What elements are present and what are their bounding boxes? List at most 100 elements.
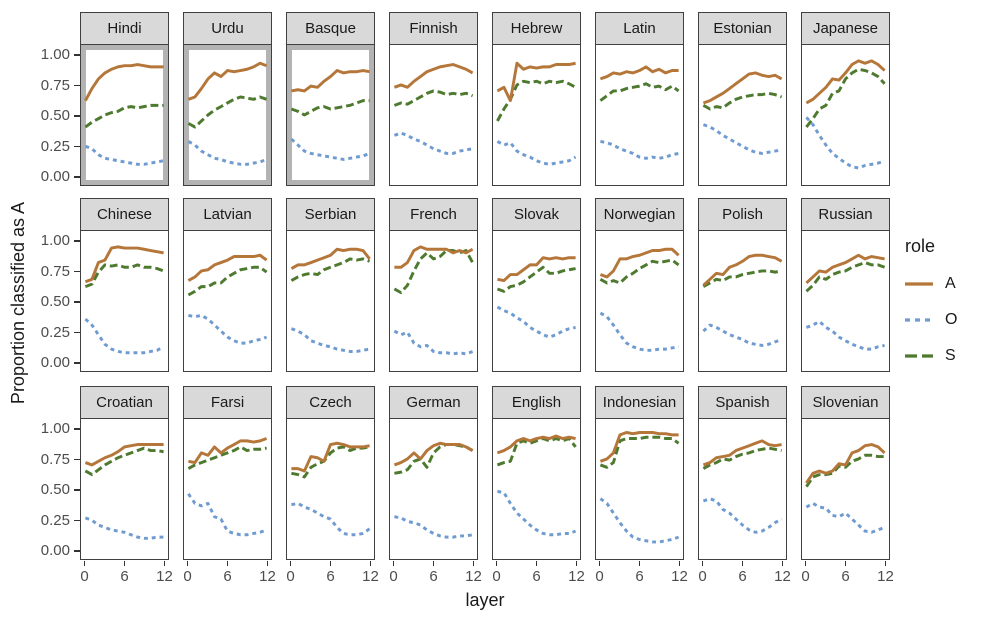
x-tick-label: 0 bbox=[286, 568, 295, 585]
y-tick-mark bbox=[74, 270, 80, 273]
facet-header: Croatian bbox=[80, 386, 169, 419]
x-tick-label: 6 bbox=[841, 568, 850, 585]
series-s-line bbox=[702, 91, 783, 110]
facet-plot bbox=[698, 417, 787, 560]
x-tick-mark bbox=[472, 561, 475, 566]
facet-plot bbox=[389, 229, 478, 372]
y-tick-label: 0.25 bbox=[40, 137, 70, 155]
x-tick-mark bbox=[701, 561, 704, 566]
facet-spanish: Spanish bbox=[698, 386, 787, 560]
series-s-line bbox=[496, 436, 577, 466]
series-o-line bbox=[84, 144, 164, 166]
series-s-line bbox=[805, 453, 885, 487]
x-tick-label: 6 bbox=[635, 568, 644, 585]
facet-header: Basque bbox=[286, 12, 375, 45]
series-a-line bbox=[187, 61, 268, 101]
x-tick-mark bbox=[226, 561, 229, 566]
series-a-line bbox=[599, 247, 680, 278]
y-tick-label: 0.25 bbox=[40, 511, 70, 529]
y-tick-mark bbox=[74, 176, 80, 178]
facet-japanese: Japanese bbox=[801, 12, 890, 186]
y-tick-label: 1.00 bbox=[40, 46, 70, 63]
series-s-line bbox=[291, 444, 370, 478]
series-a-line bbox=[496, 61, 576, 102]
facet-header: Farsi bbox=[183, 386, 272, 419]
series-s-line bbox=[84, 446, 164, 476]
series-a-line bbox=[290, 247, 371, 270]
y-tick-label: 0.25 bbox=[40, 323, 70, 341]
facet-polish: Polish bbox=[698, 198, 787, 372]
y-tick-label: 0.75 bbox=[40, 76, 70, 94]
x-tick-label: 12 bbox=[465, 568, 482, 585]
facet-header: Japanese bbox=[801, 12, 890, 45]
x-tick-label: 0 bbox=[801, 568, 810, 585]
series-o-line bbox=[188, 313, 268, 345]
facet-header: Serbian bbox=[286, 198, 375, 231]
series-o-line bbox=[84, 317, 165, 354]
series-o-line bbox=[393, 131, 473, 155]
facet-header: Spanish bbox=[698, 386, 787, 419]
facet-header: Slovenian bbox=[801, 386, 890, 419]
y-tick-mark bbox=[74, 145, 80, 148]
x-tick-mark bbox=[884, 561, 887, 566]
facet-header: Czech bbox=[286, 386, 375, 419]
series-s-line bbox=[393, 88, 474, 107]
facet-plot bbox=[698, 229, 787, 372]
x-tick-label: 6 bbox=[738, 568, 747, 585]
series-a-line bbox=[599, 64, 679, 80]
series-s-line bbox=[393, 248, 474, 294]
facet-plot bbox=[595, 43, 684, 186]
legend-label: A bbox=[945, 275, 956, 292]
facet-plot bbox=[80, 229, 169, 372]
series-a-line bbox=[291, 441, 370, 472]
facet-plot bbox=[286, 417, 375, 560]
legend-item-S: S bbox=[905, 347, 957, 365]
legend-label: S bbox=[945, 347, 956, 364]
x-tick-mark bbox=[598, 561, 601, 566]
facet-hebrew: Hebrew bbox=[492, 12, 581, 186]
series-o-line bbox=[394, 514, 473, 539]
facet-plot bbox=[183, 43, 272, 186]
legend-label: O bbox=[945, 311, 958, 328]
x-tick-label: 12 bbox=[877, 568, 894, 585]
series-s-line bbox=[290, 98, 370, 116]
series-o-line bbox=[496, 305, 576, 339]
series-o-line bbox=[187, 492, 268, 536]
x-tick-label: 0 bbox=[389, 568, 398, 585]
series-a-line bbox=[497, 255, 576, 282]
series-s-line bbox=[805, 260, 886, 292]
series-o-line bbox=[290, 326, 370, 353]
x-tick-mark bbox=[638, 561, 641, 566]
x-axis-title: layer bbox=[465, 590, 505, 610]
x-tick-mark bbox=[575, 561, 578, 566]
y-tick-mark bbox=[74, 458, 80, 461]
y-tick-label: 1.00 bbox=[40, 420, 70, 437]
facet-norwegian: Norwegian bbox=[595, 198, 684, 372]
x-tick-mark bbox=[329, 561, 332, 566]
y-tick-mark bbox=[74, 519, 80, 522]
x-tick-mark bbox=[741, 561, 744, 566]
facet-header: Estonian bbox=[698, 12, 787, 45]
x-tick-label: 12 bbox=[259, 568, 276, 585]
x-tick-mark bbox=[535, 561, 538, 566]
y-tick-mark bbox=[74, 550, 80, 552]
y-tick-label: 0.50 bbox=[40, 293, 70, 310]
x-tick-mark bbox=[163, 561, 166, 566]
series-a-line bbox=[84, 442, 164, 466]
series-a-line bbox=[805, 442, 886, 484]
y-tick-label: 0.00 bbox=[40, 168, 70, 185]
series-o-line bbox=[290, 137, 371, 161]
series-s-line bbox=[84, 262, 165, 288]
series-s-line bbox=[599, 81, 680, 102]
facet-urdu: Urdu bbox=[183, 12, 272, 186]
series-o-line bbox=[805, 115, 886, 169]
x-tick-label: 12 bbox=[774, 568, 791, 585]
x-tick-label: 12 bbox=[362, 568, 379, 585]
series-s-line bbox=[187, 94, 268, 129]
facet-header: Hindi bbox=[80, 12, 169, 45]
x-tick-mark bbox=[83, 561, 86, 566]
series-a-line bbox=[393, 62, 474, 89]
facet-latvian: Latvian bbox=[183, 198, 272, 372]
x-tick-label: 0 bbox=[492, 568, 501, 585]
